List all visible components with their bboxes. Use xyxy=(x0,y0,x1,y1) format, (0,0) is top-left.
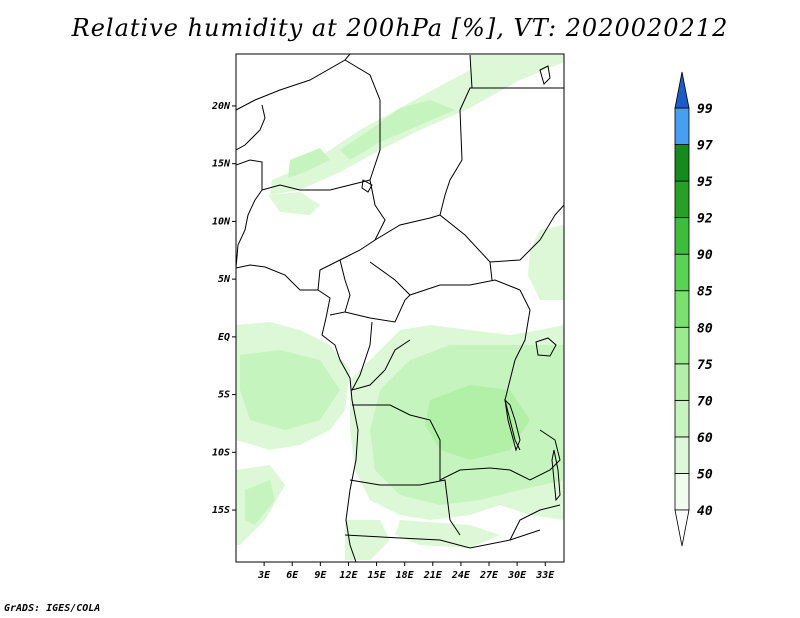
shading-central-3 xyxy=(425,385,530,460)
border-algeria xyxy=(236,54,351,111)
lon-tick-label: 3E xyxy=(257,570,271,581)
colorbar-label: 97 xyxy=(697,139,713,154)
border-angola-north xyxy=(352,404,491,481)
lon-tick-label: 21E xyxy=(423,570,443,581)
lat-tick-label: 15S xyxy=(212,505,230,516)
colorbar-label: 95 xyxy=(697,175,713,190)
coastline-sinai xyxy=(539,65,551,85)
land-borders xyxy=(236,54,564,562)
border-mali xyxy=(236,104,266,151)
shading-southwest-2 xyxy=(245,480,275,525)
chart-title: Relative humidity at 200hPa [%], VT: 202… xyxy=(71,14,729,42)
shading-north-band-4 xyxy=(268,192,320,215)
border-congo xyxy=(344,294,411,323)
lat-tick-label: 5S xyxy=(218,390,230,401)
border-drc-east xyxy=(504,359,521,451)
border-cameroon xyxy=(329,259,351,316)
colorbar-swatch xyxy=(674,326,690,365)
colorbar-top-arrow xyxy=(674,71,690,109)
shading-east xyxy=(528,225,564,300)
border-niger-nigeria xyxy=(261,179,371,191)
colorbar-swatch xyxy=(674,180,690,219)
colorbar-bottom-arrow xyxy=(674,509,690,547)
colorbar-label: 99 xyxy=(697,102,713,117)
colorbar-label: 60 xyxy=(697,431,713,446)
lat-tick-label: 10N xyxy=(212,216,231,227)
lat-tick-label: 15N xyxy=(212,159,231,170)
shading-south-2 xyxy=(395,520,500,548)
border-drc-west xyxy=(351,321,411,391)
colorbar-swatch xyxy=(674,144,690,182)
colorbar-label: 85 xyxy=(697,285,713,300)
lon-tick-label: 15E xyxy=(368,570,387,581)
colorbar-label: 50 xyxy=(697,467,713,482)
map-frame xyxy=(235,53,565,563)
colorbar-swatch xyxy=(674,436,690,474)
border-zambia xyxy=(489,429,561,481)
lon-tick-label: 33E xyxy=(535,570,555,581)
lake-tanganyika xyxy=(504,398,521,452)
colorbar-label: 90 xyxy=(697,248,713,263)
colorbar-swatch xyxy=(674,473,690,511)
shading-west-2 xyxy=(240,350,340,430)
colorbar-label: 92 xyxy=(697,212,713,227)
lat-tick-label: 10S xyxy=(212,447,230,458)
shading-north-band-3 xyxy=(288,148,330,178)
lake-malawi xyxy=(551,449,561,502)
colorbar-swatch xyxy=(674,217,690,255)
shading-north-band-2 xyxy=(340,100,455,160)
coastline-west-africa xyxy=(236,264,359,562)
border-sudan xyxy=(459,87,564,111)
border-zimbabwe xyxy=(509,504,561,541)
border-car-north xyxy=(374,214,441,241)
humidity-shading xyxy=(236,55,564,560)
lon-tick-label: 24E xyxy=(451,570,471,581)
colorbar-legend: 40 50 60 70 75 80 85 90 92 95 97 99 xyxy=(674,71,713,547)
colorbar-label: 70 xyxy=(697,394,713,409)
lon-tick-label: 6E xyxy=(286,570,299,581)
coastline-west-north xyxy=(236,159,263,269)
colorbar-label: 75 xyxy=(697,358,713,373)
lat-tick-label: EQ xyxy=(218,332,230,343)
lake-victoria xyxy=(535,337,557,357)
colorbar-label: 40 xyxy=(697,504,713,519)
border-nigeria-east xyxy=(317,179,386,291)
lon-tick-label: 30E xyxy=(507,570,527,581)
lat-tick-label: 20N xyxy=(211,101,231,112)
latitude-axis: 20N 15N 10N 5N EQ 5S 10S 15S xyxy=(211,101,236,516)
lon-tick-label: 9E xyxy=(314,570,327,581)
lake-chad xyxy=(361,179,373,193)
border-angola-south xyxy=(349,479,461,536)
border-car-south xyxy=(369,261,521,296)
lon-tick-label: 18E xyxy=(396,570,415,581)
border-south-sudan xyxy=(489,204,564,263)
colorbar-swatch xyxy=(674,363,690,401)
lon-tick-label: 27E xyxy=(479,570,499,581)
border-chad xyxy=(344,59,381,181)
border-namibia xyxy=(344,529,541,549)
border-chad-east xyxy=(439,109,493,281)
border-uganda xyxy=(514,289,531,361)
lat-tick-label: 5N xyxy=(218,274,231,285)
colorbar-swatch xyxy=(674,399,690,438)
shading-south xyxy=(345,520,390,560)
colorbar-swatch xyxy=(674,253,690,292)
colorbar-label: 80 xyxy=(697,321,713,336)
lon-tick-label: 12E xyxy=(339,570,358,581)
border-libya xyxy=(469,54,473,89)
colorbar-swatch xyxy=(674,107,690,145)
colorbar-swatch xyxy=(674,290,690,328)
grads-credit: GrADS: IGES/COLA xyxy=(4,603,101,614)
longitude-axis: 3E 6E 9E 12E 15E 18E 21E 24E 27E 30E 33E xyxy=(257,562,555,581)
